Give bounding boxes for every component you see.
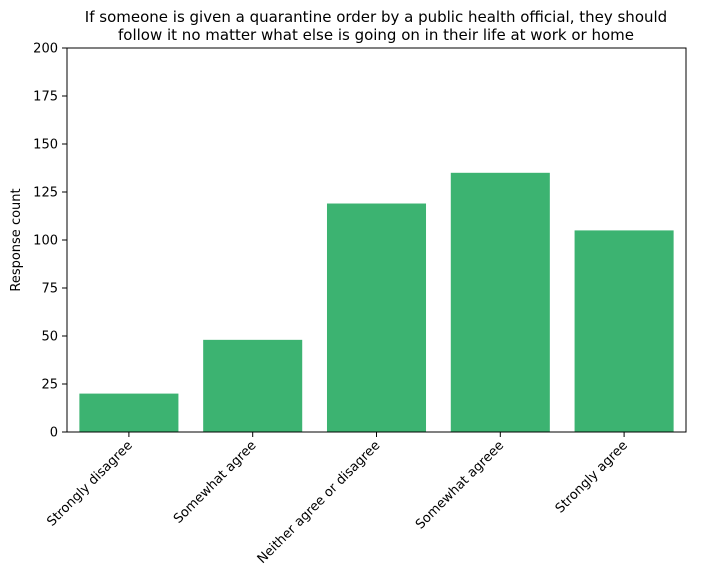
bar bbox=[574, 230, 674, 432]
y-tick-label: 50 bbox=[41, 330, 58, 345]
y-tick-label: 125 bbox=[33, 186, 58, 201]
chart-title-line-1: If someone is given a quarantine order b… bbox=[85, 8, 667, 26]
y-tick-label: 0 bbox=[50, 426, 58, 441]
x-tick-label: Strongly agree bbox=[553, 438, 631, 516]
bar bbox=[450, 172, 550, 433]
bar bbox=[203, 339, 303, 432]
y-tick-label: 75 bbox=[41, 282, 58, 297]
y-tick-label: 100 bbox=[33, 234, 58, 249]
y-tick-label: 175 bbox=[33, 90, 58, 105]
bar bbox=[326, 203, 427, 432]
y-axis-label: Response count bbox=[9, 188, 24, 291]
y-tick-label: 25 bbox=[41, 378, 58, 393]
y-tick-label: 200 bbox=[33, 42, 58, 57]
bars-group bbox=[79, 172, 674, 433]
y-tick-label: 150 bbox=[33, 138, 58, 153]
plot-frame bbox=[66, 47, 687, 433]
bar bbox=[79, 393, 179, 432]
x-tick-label: Somewhat agreee bbox=[413, 438, 507, 532]
chart-title-line-2: follow it no matter what else is going o… bbox=[118, 26, 634, 44]
x-tick-label: Strongly disagree bbox=[44, 438, 135, 529]
y-axis: 0 25 50 75 100 125 150 175 200 bbox=[33, 42, 67, 441]
x-tick-label: Somewhat agree bbox=[171, 438, 260, 527]
x-tick-label: Neither agree or disagree bbox=[255, 438, 384, 567]
